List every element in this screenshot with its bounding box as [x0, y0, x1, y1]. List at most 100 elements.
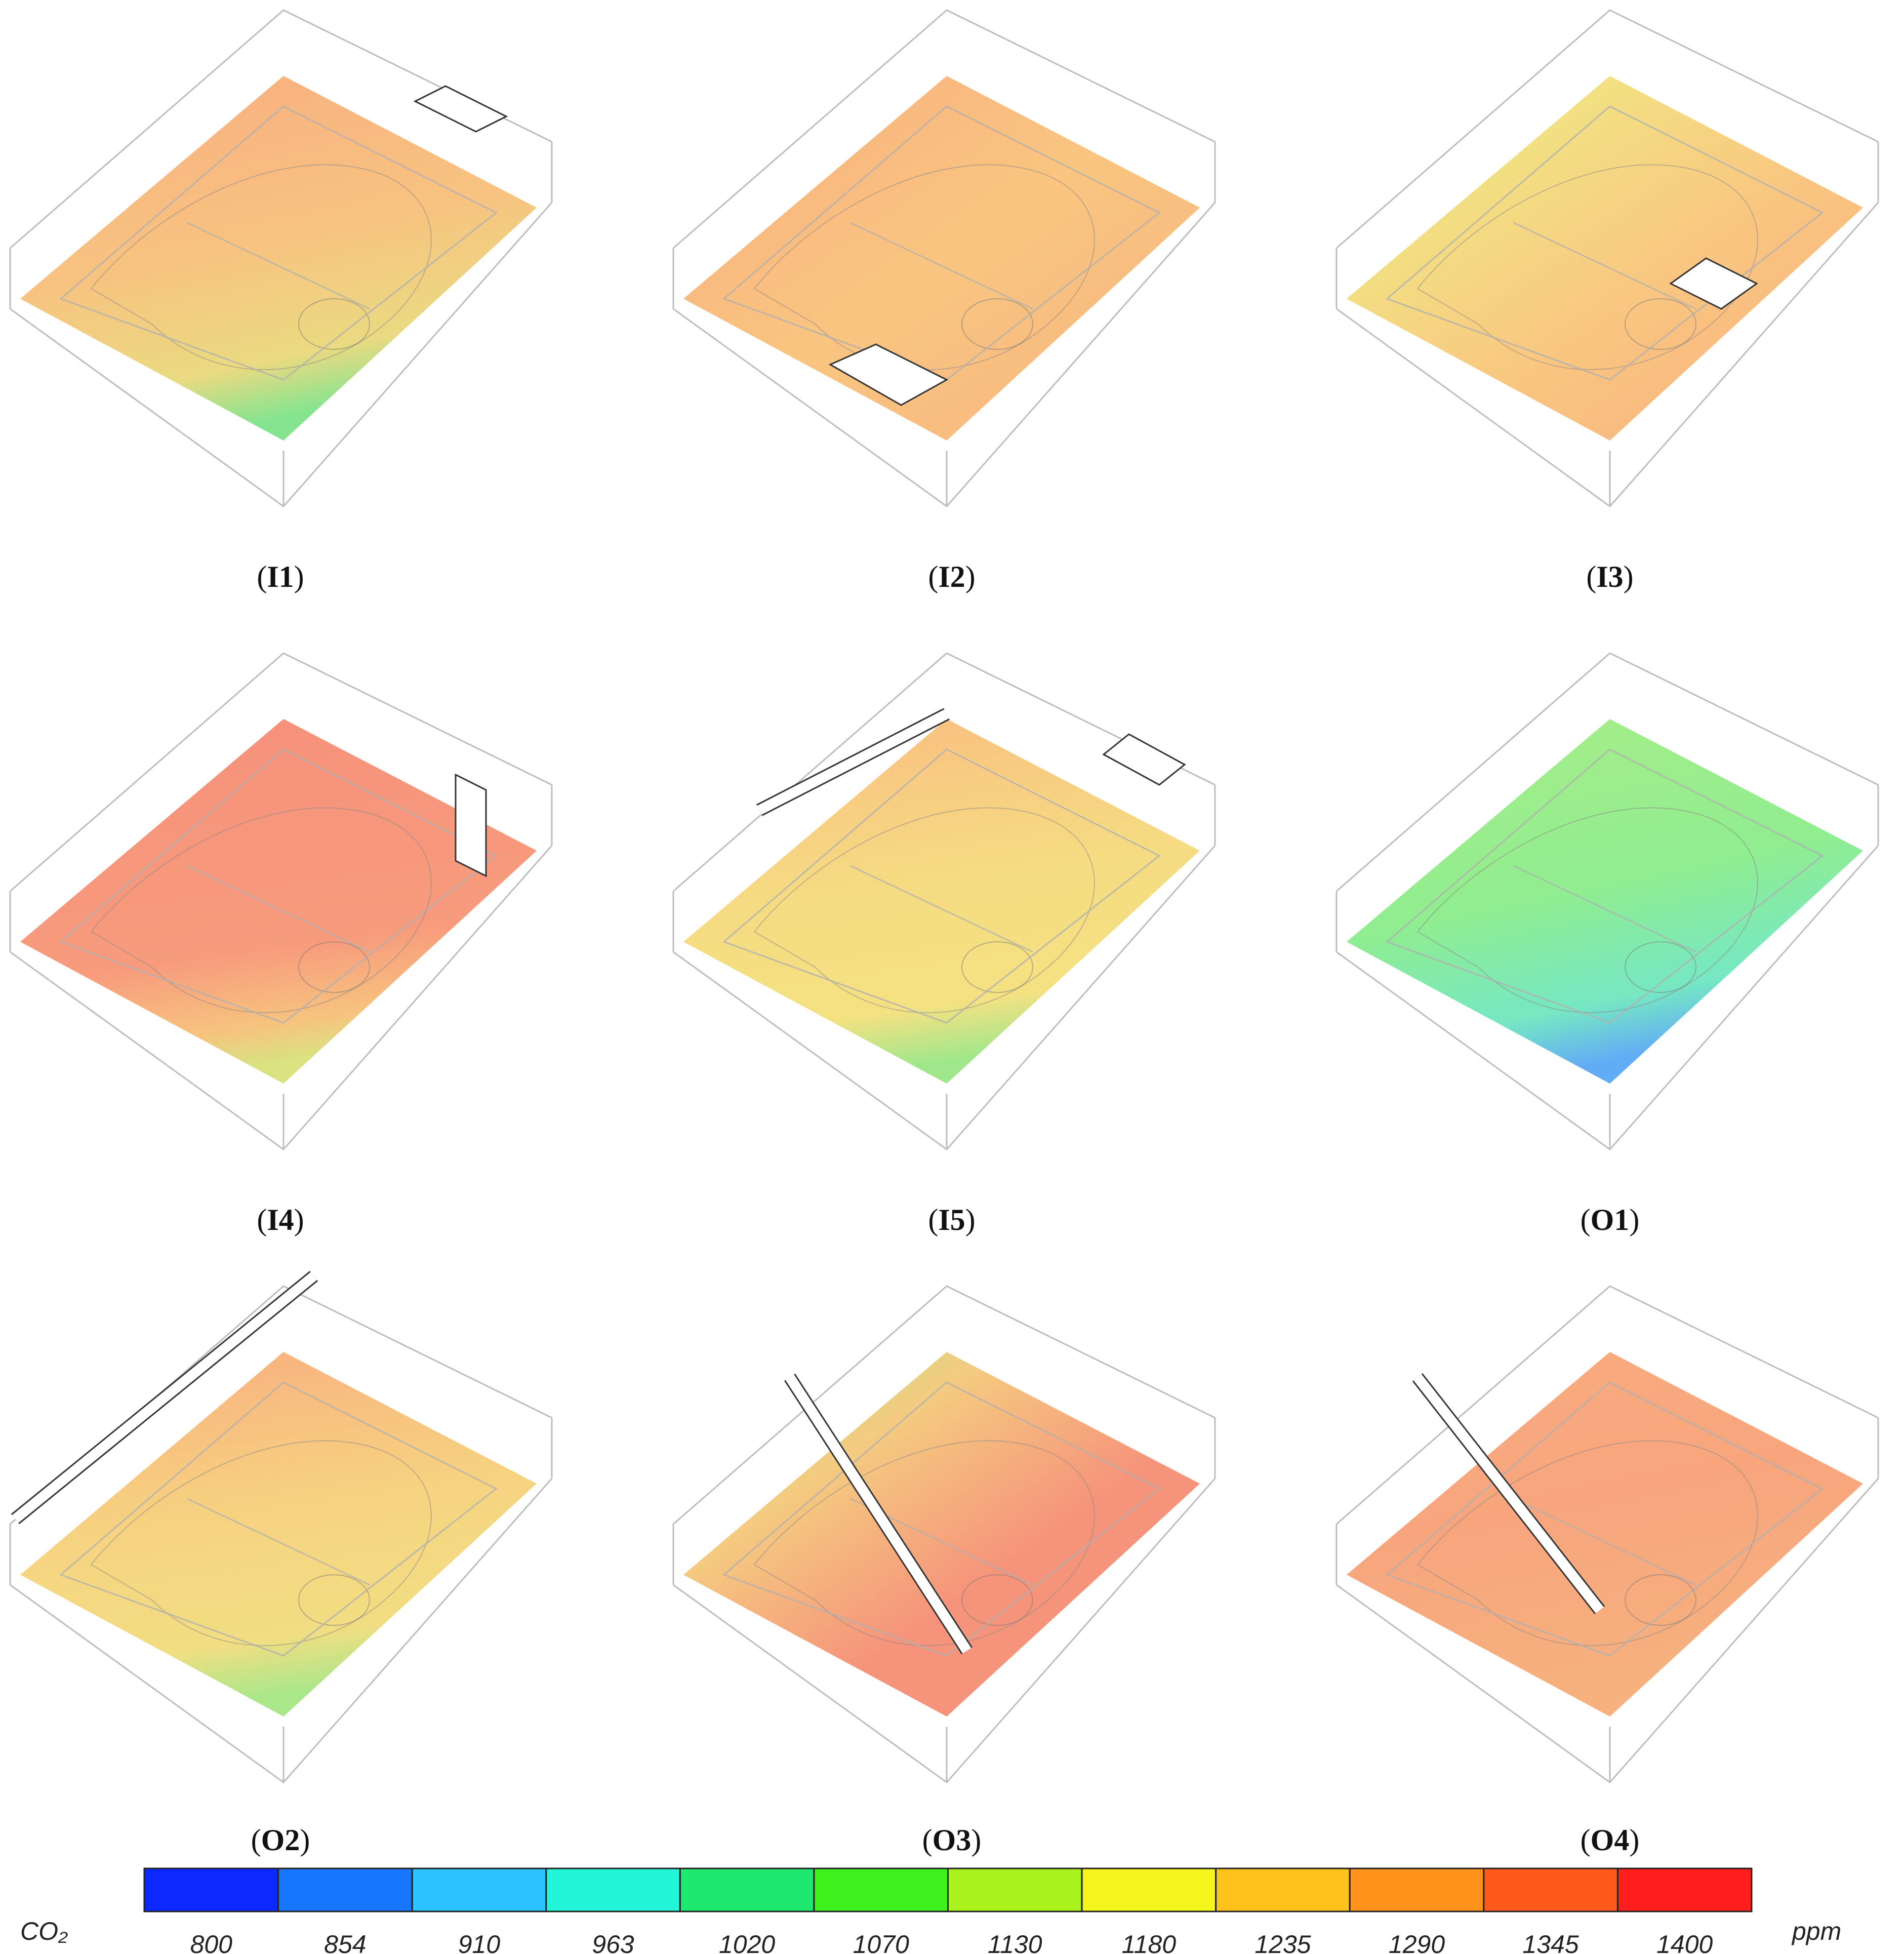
colorbar-tick-label: 963 — [592, 1930, 634, 1954]
co2-contour-plane — [683, 1352, 1200, 1717]
room-top-edges — [673, 9, 1216, 249]
colorbar-tick-label: 910 — [458, 1930, 501, 1954]
co2-contour-plane — [683, 76, 1200, 441]
air-unit-box — [413, 85, 508, 133]
table-outline — [1386, 1381, 1824, 1657]
colorbar-tick-label: 1180 — [1122, 1930, 1177, 1954]
room-top-edges — [1336, 652, 1879, 892]
colorbar-segment — [277, 1867, 413, 1912]
contour-line — [1416, 807, 1758, 1013]
colorbar-segment — [1483, 1867, 1618, 1912]
legend-unit-label: ppm — [1792, 1917, 1842, 1945]
co2-contour-plane — [20, 76, 537, 441]
contour-line — [90, 1440, 432, 1646]
colorbar-segment — [1215, 1867, 1351, 1912]
colorbar-tick-label: 1020 — [719, 1930, 775, 1954]
table-outline — [722, 1381, 1161, 1657]
panel-I1 — [9, 9, 553, 508]
room-top-edges — [1336, 9, 1879, 249]
table-outline — [59, 748, 498, 1024]
duct-bar-fill — [1413, 1374, 1604, 1614]
table-divider — [1513, 865, 1696, 953]
contour-line — [298, 298, 370, 350]
colorbar-segment — [143, 1867, 279, 1912]
co2-contour-plane — [1347, 76, 1863, 441]
colorbar-tick-label: 1345 — [1523, 1930, 1579, 1954]
table-outline — [1386, 105, 1824, 381]
colorbar-segment — [947, 1867, 1083, 1912]
caption-O3: (O3) — [922, 1823, 982, 1857]
colorbar-tick-label: 1400 — [1656, 1930, 1713, 1954]
caption-O4: (O4) — [1580, 1823, 1640, 1857]
co2-contour-plane — [1347, 1352, 1863, 1717]
table-outline — [722, 748, 1161, 1024]
contour-line — [753, 807, 1095, 1013]
panel-O4 — [1335, 1285, 1879, 1784]
colorbar-segment — [1081, 1867, 1217, 1912]
caption-I1: (I1) — [257, 560, 304, 593]
contour-line — [1416, 1440, 1758, 1646]
caption-I3: (I3) — [1586, 560, 1634, 593]
caption-O2: (O2) — [251, 1823, 310, 1857]
duct-bar-fill — [785, 1374, 971, 1654]
legend-quantity-label: CO₂ — [20, 1917, 68, 1945]
colorbar-segment — [679, 1867, 815, 1912]
contour-line — [1625, 941, 1696, 993]
colorbar-tick-label: 1235 — [1254, 1930, 1311, 1954]
table-outline — [1386, 748, 1824, 1024]
contour-line — [1625, 1574, 1696, 1626]
table-outline — [59, 105, 498, 381]
caption-I4: (I4) — [257, 1203, 304, 1237]
air-unit-box — [1102, 733, 1186, 786]
air-unit-box — [455, 773, 487, 878]
co2-contour-plane — [20, 1352, 537, 1717]
contour-line — [961, 298, 1033, 350]
colorbar-tick-label: 1290 — [1389, 1930, 1445, 1954]
colorbar-segment — [1349, 1867, 1485, 1912]
colorbar-segment — [545, 1867, 681, 1912]
table-divider — [187, 1498, 370, 1586]
table-divider — [850, 865, 1033, 953]
room-top-edges — [1336, 1285, 1879, 1525]
table-divider — [850, 222, 1033, 310]
colorbar-legend: 800 854 910 963 1020 1070 1130 1180 1235 1290 1345… — [143, 1867, 1753, 1954]
room-top-edges — [10, 652, 552, 892]
duct-bar-fill — [12, 1272, 317, 1523]
caption-O1: (O1) — [1580, 1203, 1640, 1237]
colorbar-tick-label: 1130 — [988, 1930, 1042, 1954]
contour-line — [961, 1574, 1033, 1626]
table-divider — [187, 865, 370, 953]
air-unit-box — [1669, 257, 1758, 310]
table-divider — [1513, 222, 1696, 310]
panel-I3 — [1335, 9, 1879, 508]
colorbar-tick-label: 1070 — [853, 1930, 909, 1954]
co2-contour-plane — [20, 719, 537, 1084]
table-outline — [59, 1381, 498, 1657]
contour-line — [90, 807, 432, 1013]
contour-line — [90, 164, 432, 370]
panel-O1 — [1335, 652, 1879, 1151]
contour-line — [298, 1574, 370, 1626]
colorbar-segment — [813, 1867, 949, 1912]
co2-contour-plane — [683, 719, 1200, 1084]
air-unit-box — [828, 343, 949, 406]
table-divider — [187, 222, 370, 310]
contour-line — [753, 1440, 1095, 1646]
caption-I2: (I2) — [928, 560, 976, 593]
panel-O3 — [672, 1285, 1216, 1784]
panel-O2 — [9, 1270, 553, 1784]
contour-line — [961, 941, 1033, 993]
contour-line — [1625, 298, 1696, 350]
panel-I2 — [672, 9, 1216, 508]
contour-line — [1416, 164, 1758, 370]
duct-bar-fill — [757, 709, 949, 815]
contour-line — [298, 941, 370, 993]
room-top-edges — [673, 1285, 1216, 1525]
co2-contour-plane — [1347, 719, 1863, 1084]
colorbar-segment — [411, 1867, 547, 1912]
colorbar-tick-label: 854 — [324, 1930, 366, 1954]
panel-I4 — [9, 652, 553, 1151]
colorbar-segment — [1616, 1867, 1753, 1912]
table-divider — [1513, 1498, 1696, 1586]
